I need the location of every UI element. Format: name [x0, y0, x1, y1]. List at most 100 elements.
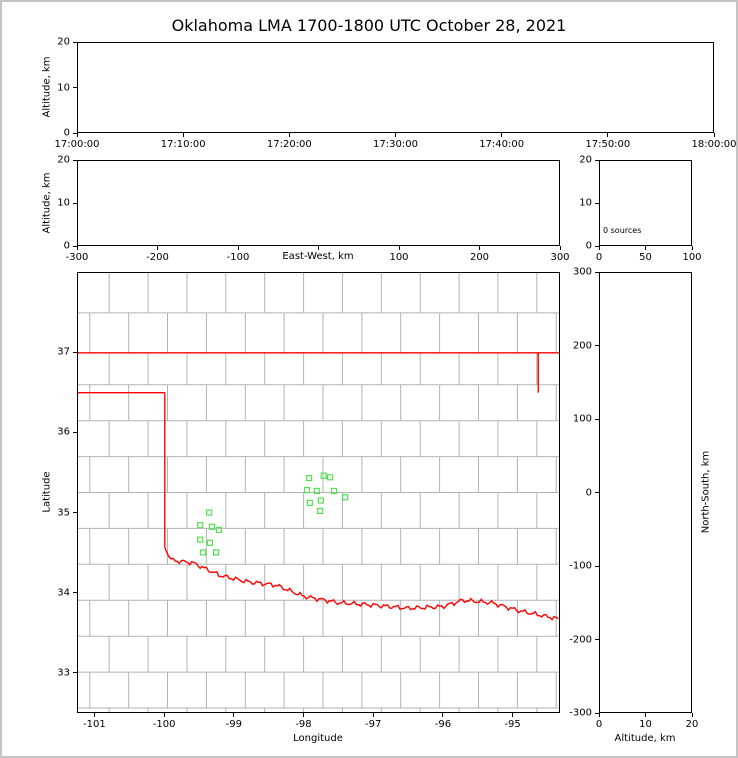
lma-source-marker: [197, 522, 204, 529]
y-tick-label: 10: [57, 197, 70, 209]
lma-source-marker: [206, 539, 213, 546]
x-tick-label: 100: [682, 252, 702, 263]
ns-height-xlabel: Altitude, km: [614, 733, 676, 744]
y-tick-mark: [73, 245, 77, 247]
y-tick-mark: [595, 418, 599, 420]
y-tick-mark: [73, 512, 77, 514]
y-tick-label: 10: [57, 82, 70, 93]
lma-source-marker: [306, 475, 313, 482]
y-tick-mark: [595, 202, 599, 204]
x-tick-mark: [303, 713, 304, 717]
x-tick-label: 50: [639, 252, 652, 263]
x-tick-mark: [372, 713, 374, 717]
y-tick-mark: [73, 159, 77, 161]
x-tick-mark: [501, 133, 503, 137]
lma-source-marker: [306, 499, 313, 506]
y-tick-label: 36: [57, 426, 70, 438]
y-tick-label: 34: [57, 587, 70, 599]
x-tick-mark: [237, 246, 239, 250]
y-tick-mark: [595, 345, 599, 346]
y-tick-mark: [595, 565, 599, 567]
x-tick-mark: [645, 246, 646, 250]
x-tick-mark: [691, 246, 693, 250]
plan-view-panel: [77, 272, 560, 713]
lma-source-marker: [317, 497, 324, 504]
x-tick-label: -98: [295, 719, 312, 730]
y-tick-mark: [595, 159, 599, 161]
x-tick-mark: [691, 713, 693, 717]
lma-source-marker: [313, 487, 320, 494]
y-tick-mark: [595, 271, 599, 273]
x-tick-mark: [479, 246, 480, 250]
y-tick-mark: [595, 492, 599, 493]
plan-view-xlabel: Longitude: [293, 733, 343, 744]
lma-source-marker: [199, 549, 207, 556]
y-tick-label: 20: [579, 154, 592, 166]
y-tick-label: 300: [572, 266, 592, 278]
lma-source-marker: [208, 523, 216, 530]
x-tick-mark: [598, 246, 600, 250]
y-tick-label: 100: [572, 413, 592, 425]
y-tick-label: -200: [569, 634, 592, 645]
x-tick-label: 18:00:00: [691, 139, 737, 150]
y-tick-label: 20: [57, 36, 70, 48]
time-height-panel: [77, 42, 714, 133]
x-tick-mark: [713, 133, 715, 137]
y-tick-mark: [73, 41, 77, 43]
x-tick-label: 200: [469, 252, 490, 263]
x-tick-mark: [233, 713, 235, 717]
x-tick-mark: [645, 713, 646, 717]
y-tick-mark: [73, 202, 77, 204]
x-tick-label: -95: [504, 719, 521, 730]
lma-source-marker: [197, 536, 204, 543]
x-tick-mark: [163, 713, 165, 717]
x-tick-label: -100: [226, 252, 250, 263]
x-tick-mark: [398, 246, 400, 250]
x-tick-label: 17:50:00: [585, 139, 631, 150]
x-tick-label: -100: [152, 719, 176, 730]
x-tick-label: -101: [83, 719, 106, 730]
north-south-height-panel: [599, 272, 692, 713]
x-tick-mark: [442, 713, 444, 717]
y-tick-mark: [73, 87, 77, 88]
y-tick-label: 0: [585, 240, 592, 252]
x-tick-label: 17:40:00: [479, 139, 525, 150]
x-tick-label: -300: [65, 252, 89, 263]
y-tick-label: 0: [63, 127, 70, 139]
x-tick-mark: [318, 246, 319, 250]
x-tick-mark: [598, 713, 600, 717]
x-tick-mark: [157, 246, 158, 250]
x-tick-label: 20: [685, 719, 699, 730]
x-tick-label: 17:10:00: [160, 139, 206, 150]
y-tick-mark: [595, 712, 599, 714]
x-tick-mark: [559, 246, 561, 250]
ew-height-ylabel: Altitude, km: [41, 172, 53, 234]
x-tick-label: -96: [434, 719, 452, 730]
lma-source-marker: [331, 487, 338, 494]
y-tick-mark: [73, 592, 77, 594]
lma-source-marker: [215, 526, 222, 534]
y-tick-mark: [73, 672, 77, 674]
lma-source-marker: [213, 549, 220, 556]
lma-source-marker: [206, 509, 213, 516]
x-tick-mark: [395, 133, 396, 137]
x-tick-label: 17:30:00: [373, 139, 418, 150]
ns-height-ylabel: North-South, km: [700, 450, 712, 534]
altitude-histogram-panel: [599, 160, 692, 246]
y-tick-mark: [73, 351, 77, 353]
x-tick-mark: [76, 246, 78, 250]
y-tick-mark: [73, 132, 77, 134]
x-tick-label: -97: [365, 719, 382, 730]
x-tick-label: 17:00:00: [54, 139, 100, 150]
y-tick-label: 0: [63, 240, 70, 252]
east-west-height-panel: [77, 160, 560, 246]
sources-count-label: 0 sources: [603, 226, 642, 235]
time-height-ylabel: Altitude, km: [41, 56, 53, 118]
plan-view-map: [78, 273, 559, 712]
y-tick-mark: [595, 639, 599, 640]
lma-source-marker: [320, 472, 327, 479]
y-tick-label: 35: [57, 507, 70, 519]
y-tick-label: -100: [569, 560, 592, 572]
y-tick-label: 37: [57, 346, 70, 358]
lma-source-marker: [303, 487, 311, 494]
